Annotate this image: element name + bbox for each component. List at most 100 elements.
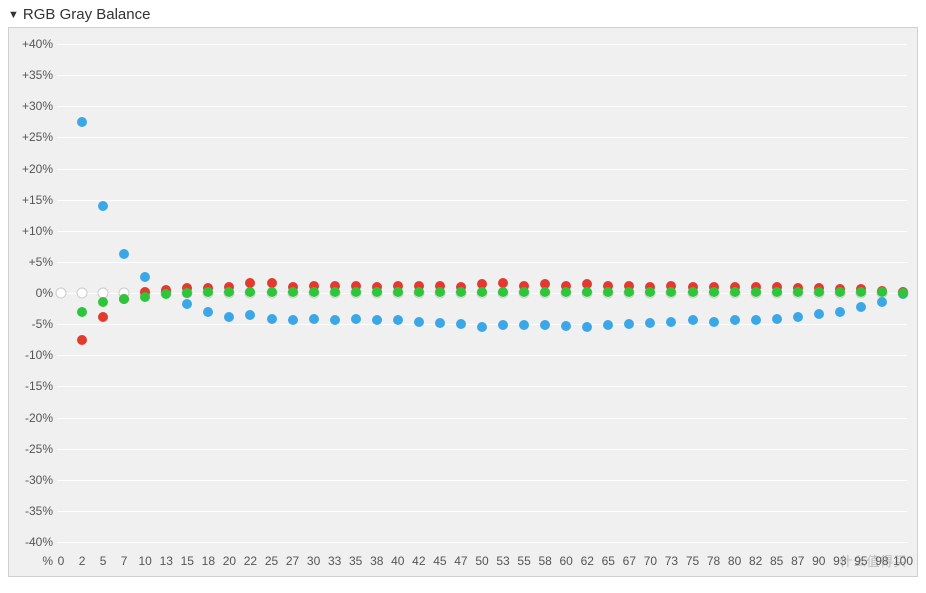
- gridline: [57, 355, 907, 356]
- data-point-blue: [730, 315, 740, 325]
- data-point-green: [267, 287, 277, 297]
- data-point-green: [309, 287, 319, 297]
- gridline: [57, 75, 907, 76]
- data-point-green: [203, 287, 213, 297]
- data-point-blue: [624, 319, 634, 329]
- data-point-green: [351, 287, 361, 297]
- rgb-gray-balance-panel: ▼ RGB Gray Balance +40%+35%+30%+25%+20%+…: [0, 0, 926, 577]
- data-point-green: [330, 287, 340, 297]
- data-point-blue: [814, 309, 824, 319]
- x-tick-label: 60: [560, 554, 573, 568]
- data-point-blue: [603, 320, 613, 330]
- data-point-blue: [77, 117, 87, 127]
- data-point-blue: [582, 322, 592, 332]
- y-tick-label: +10%: [9, 224, 53, 238]
- x-tick-label: 67: [623, 554, 636, 568]
- x-tick-label: 78: [707, 554, 720, 568]
- data-point-green: [835, 287, 845, 297]
- data-point-green: [519, 287, 529, 297]
- x-tick-label: 30: [307, 554, 320, 568]
- data-point-green: [393, 287, 403, 297]
- data-point-blue: [666, 317, 676, 327]
- reference-marker: [77, 288, 88, 299]
- gridline: [57, 262, 907, 263]
- data-point-green: [98, 297, 108, 307]
- gridline: [57, 418, 907, 419]
- y-tick-label: -20%: [9, 411, 53, 425]
- x-tick-label: 80: [728, 554, 741, 568]
- x-unit-label: %: [19, 554, 53, 568]
- data-point-blue: [456, 319, 466, 329]
- data-point-green: [793, 287, 803, 297]
- data-point-green: [561, 287, 571, 297]
- data-point-green: [730, 287, 740, 297]
- data-point-blue: [435, 318, 445, 328]
- y-tick-label: -25%: [9, 442, 53, 456]
- x-tick-label: 73: [665, 554, 678, 568]
- chart: +40%+35%+30%+25%+20%+15%+10%+5%0%-5%-10%…: [9, 28, 917, 576]
- y-tick-label: +5%: [9, 255, 53, 269]
- data-point-green: [709, 287, 719, 297]
- gridline: [57, 480, 907, 481]
- x-tick-label: 22: [244, 554, 257, 568]
- reference-marker: [56, 288, 67, 299]
- x-tick-label: 87: [791, 554, 804, 568]
- data-point-blue: [309, 314, 319, 324]
- gridline: [57, 169, 907, 170]
- panel-header[interactable]: ▼ RGB Gray Balance: [0, 0, 926, 27]
- data-point-blue: [835, 307, 845, 317]
- data-point-blue: [477, 322, 487, 332]
- x-tick-label: 100: [893, 554, 913, 568]
- x-tick-label: 58: [538, 554, 551, 568]
- data-point-blue: [540, 320, 550, 330]
- x-tick-label: 90: [812, 554, 825, 568]
- data-point-blue: [288, 315, 298, 325]
- data-point-blue: [245, 310, 255, 320]
- x-tick-label: 13: [160, 554, 173, 568]
- data-point-blue: [645, 318, 655, 328]
- data-point-blue: [203, 307, 213, 317]
- y-tick-label: -40%: [9, 535, 53, 549]
- chart-container: +40%+35%+30%+25%+20%+15%+10%+5%0%-5%-10%…: [8, 27, 918, 577]
- data-point-red: [77, 335, 87, 345]
- data-point-blue: [372, 315, 382, 325]
- x-tick-label: 38: [370, 554, 383, 568]
- data-point-green: [372, 287, 382, 297]
- gridline: [57, 542, 907, 543]
- data-point-blue: [561, 321, 571, 331]
- x-tick-label: 47: [454, 554, 467, 568]
- data-point-green: [456, 287, 466, 297]
- data-point-green: [688, 287, 698, 297]
- y-tick-label: -15%: [9, 379, 53, 393]
- data-point-green: [288, 287, 298, 297]
- x-tick-label: 2: [79, 554, 86, 568]
- data-point-blue: [267, 314, 277, 324]
- x-tick-label: 98: [875, 554, 888, 568]
- gridline: [57, 386, 907, 387]
- data-point-green: [182, 288, 192, 298]
- data-point-blue: [709, 317, 719, 327]
- data-point-green: [224, 287, 234, 297]
- x-tick-label: 55: [517, 554, 530, 568]
- x-tick-label: 53: [496, 554, 509, 568]
- data-point-blue: [519, 320, 529, 330]
- x-tick-label: 0: [58, 554, 65, 568]
- data-point-blue: [793, 312, 803, 322]
- data-point-blue: [414, 317, 424, 327]
- data-point-green: [624, 287, 634, 297]
- x-tick-label: 15: [181, 554, 194, 568]
- y-tick-label: +30%: [9, 99, 53, 113]
- x-tick-label: 27: [286, 554, 299, 568]
- data-point-blue: [772, 314, 782, 324]
- data-point-green: [856, 287, 866, 297]
- y-tick-label: -10%: [9, 348, 53, 362]
- x-tick-label: 7: [121, 554, 128, 568]
- data-point-blue: [330, 315, 340, 325]
- data-point-blue: [182, 299, 192, 309]
- disclosure-triangle-icon: ▼: [8, 9, 19, 21]
- x-tick-label: 33: [328, 554, 341, 568]
- data-point-green: [898, 288, 908, 298]
- x-tick-label: 93: [833, 554, 846, 568]
- data-point-green: [140, 292, 150, 302]
- data-point-green: [645, 287, 655, 297]
